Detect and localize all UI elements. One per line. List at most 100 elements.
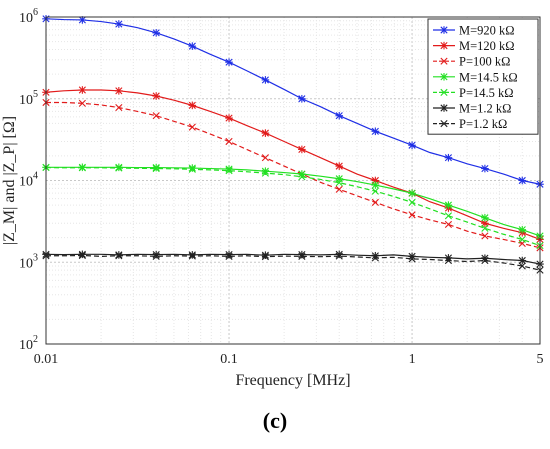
tick-labels: 0.01 0.1 1 5 102 103 104 105 106 xyxy=(19,7,544,367)
series-line xyxy=(45,166,541,247)
marker-stroke xyxy=(481,256,489,265)
x-marker xyxy=(78,251,86,260)
asterisk-marker xyxy=(440,104,448,112)
asterisk-marker xyxy=(188,164,197,172)
x-marker xyxy=(188,165,196,173)
x-marker xyxy=(335,185,343,193)
x-marker xyxy=(440,57,448,65)
asterisk-marker xyxy=(115,87,123,95)
series-line xyxy=(46,101,541,249)
legend-entry: M=14.5 kΩ xyxy=(433,70,518,84)
x-marker xyxy=(152,164,160,173)
legend-label: M=14.5 kΩ xyxy=(459,70,518,84)
x-marker xyxy=(78,99,86,107)
asterisk-marker xyxy=(152,163,160,172)
asterisk-marker xyxy=(444,201,453,209)
x-marker xyxy=(371,198,379,206)
x-marker xyxy=(261,154,269,162)
marker-stroke xyxy=(518,262,526,270)
x-marker xyxy=(335,179,343,187)
marker-stroke xyxy=(444,220,453,229)
marker-stroke xyxy=(225,137,233,146)
x-marker xyxy=(408,211,416,219)
marker-stroke xyxy=(115,252,123,260)
x-marker xyxy=(408,255,416,263)
x-marker xyxy=(481,232,489,240)
asterisk-marker xyxy=(152,92,160,100)
plot-frame xyxy=(45,16,541,345)
y-tick-label: 106 xyxy=(19,7,38,26)
asterisk-marker xyxy=(518,256,527,265)
asterisk-marker xyxy=(481,213,489,222)
x-marker xyxy=(335,252,343,260)
x-marker xyxy=(152,112,160,120)
marker-stroke xyxy=(481,224,489,232)
asterisk-marker xyxy=(225,114,233,122)
asterisk-marker xyxy=(335,162,344,170)
series-6 xyxy=(42,250,544,268)
x-marker xyxy=(188,123,196,131)
asterisk-marker xyxy=(188,42,197,50)
x-marker xyxy=(408,198,416,206)
marker-stroke xyxy=(188,252,196,260)
x-marker xyxy=(152,252,160,260)
asterisk-marker xyxy=(115,20,123,28)
x-marker xyxy=(261,253,269,261)
x-tick-label: 0.1 xyxy=(220,352,238,367)
x-marker xyxy=(518,235,526,244)
marker-stroke xyxy=(261,154,269,162)
asterisk-marker xyxy=(371,127,380,136)
marker-stroke xyxy=(78,164,86,172)
x-marker xyxy=(444,256,453,265)
series-line xyxy=(45,89,541,241)
x-marker xyxy=(78,164,86,172)
marker-stroke xyxy=(188,123,196,131)
x-marker xyxy=(371,187,379,195)
x-marker xyxy=(518,262,526,270)
x-tick-label: 5 xyxy=(537,352,544,367)
asterisk-marker xyxy=(225,165,233,173)
marker-stroke xyxy=(440,88,448,96)
marker-stroke xyxy=(152,252,160,260)
marker-stroke xyxy=(261,253,269,261)
legend-label: M=1.2 kΩ xyxy=(459,102,511,116)
legend-entry: M=120 kΩ xyxy=(433,39,515,53)
legend-label: M=920 kΩ xyxy=(459,24,515,38)
asterisk-marker xyxy=(481,164,489,173)
legend-label: M=120 kΩ xyxy=(459,39,515,53)
series-line xyxy=(46,254,541,271)
asterisk-marker xyxy=(225,250,233,259)
x-marker xyxy=(481,224,489,232)
marker-stroke xyxy=(78,251,86,260)
marker-stroke xyxy=(152,112,160,120)
asterisk-marker xyxy=(440,73,448,81)
marker-stroke xyxy=(371,254,379,262)
asterisk-marker xyxy=(261,76,270,84)
series-line xyxy=(45,18,541,185)
marker-stroke xyxy=(225,252,233,260)
asterisk-marker xyxy=(335,174,344,183)
marker-stroke xyxy=(440,57,448,65)
series-3 xyxy=(42,98,544,252)
y-tick-label: 104 xyxy=(19,171,38,190)
asterisk-marker xyxy=(518,176,527,185)
legend-label: P=1.2 kΩ xyxy=(459,117,507,131)
marker-stroke xyxy=(371,187,379,195)
marker-stroke xyxy=(481,232,489,240)
x-marker xyxy=(481,256,489,265)
asterisk-marker xyxy=(440,41,448,50)
marker-stroke xyxy=(408,211,416,219)
marker-stroke xyxy=(408,198,416,206)
asterisk-marker xyxy=(188,251,197,259)
asterisk-marker xyxy=(115,251,123,259)
legend-label: P=14.5 kΩ xyxy=(459,86,514,100)
asterisk-marker xyxy=(371,181,380,189)
x-marker xyxy=(440,88,448,96)
x-marker xyxy=(444,220,453,229)
legend: M=920 kΩM=120 kΩ P=100 kΩM=14.5 kΩ P=14.5 … xyxy=(427,18,539,135)
marker-stroke xyxy=(408,255,416,263)
asterisk-marker xyxy=(78,86,87,94)
x-marker xyxy=(188,252,196,260)
marker-stroke xyxy=(335,179,343,187)
asterisk-marker xyxy=(261,251,270,259)
